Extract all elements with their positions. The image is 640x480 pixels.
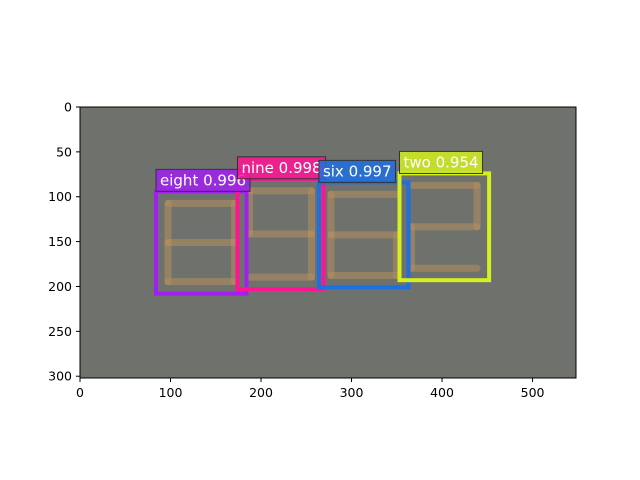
label-text: six 0.997	[323, 162, 392, 180]
detection-label-eight: eight 0.996	[155, 168, 251, 192]
x-axis-ticks: 0 100 200 300 400 500	[76, 378, 545, 400]
x-tick-label: 500	[521, 385, 545, 400]
x-tick-label: 0	[76, 385, 84, 400]
label-background	[318, 159, 397, 183]
detection-label-six: six 0.997	[318, 159, 397, 183]
detection-label-two: two 0.954	[399, 150, 484, 174]
y-tick-label: 0	[64, 100, 72, 115]
y-tick-label: 150	[48, 234, 72, 249]
y-tick-label: 250	[48, 324, 72, 339]
x-tick-label: 200	[249, 385, 273, 400]
label-background	[155, 168, 251, 192]
x-tick-label: 100	[159, 385, 183, 400]
label-text: nine 0.998	[241, 159, 321, 177]
label-text: two 0.954	[404, 153, 479, 171]
label-background	[399, 150, 484, 174]
y-tick-label: 300	[48, 369, 72, 384]
x-tick-label: 300	[340, 385, 364, 400]
axes-frame	[79, 106, 577, 379]
y-tick-label: 50	[56, 144, 72, 159]
y-tick-label: 100	[48, 189, 72, 204]
y-axis-ticks: 0 50 100 150 200 250 300	[48, 100, 80, 384]
label-text: eight 0.996	[160, 171, 246, 189]
digit-strokes	[164, 181, 481, 286]
detection-label-nine: nine 0.998	[236, 156, 327, 180]
x-tick-label: 400	[430, 385, 454, 400]
y-tick-label: 200	[48, 279, 72, 294]
